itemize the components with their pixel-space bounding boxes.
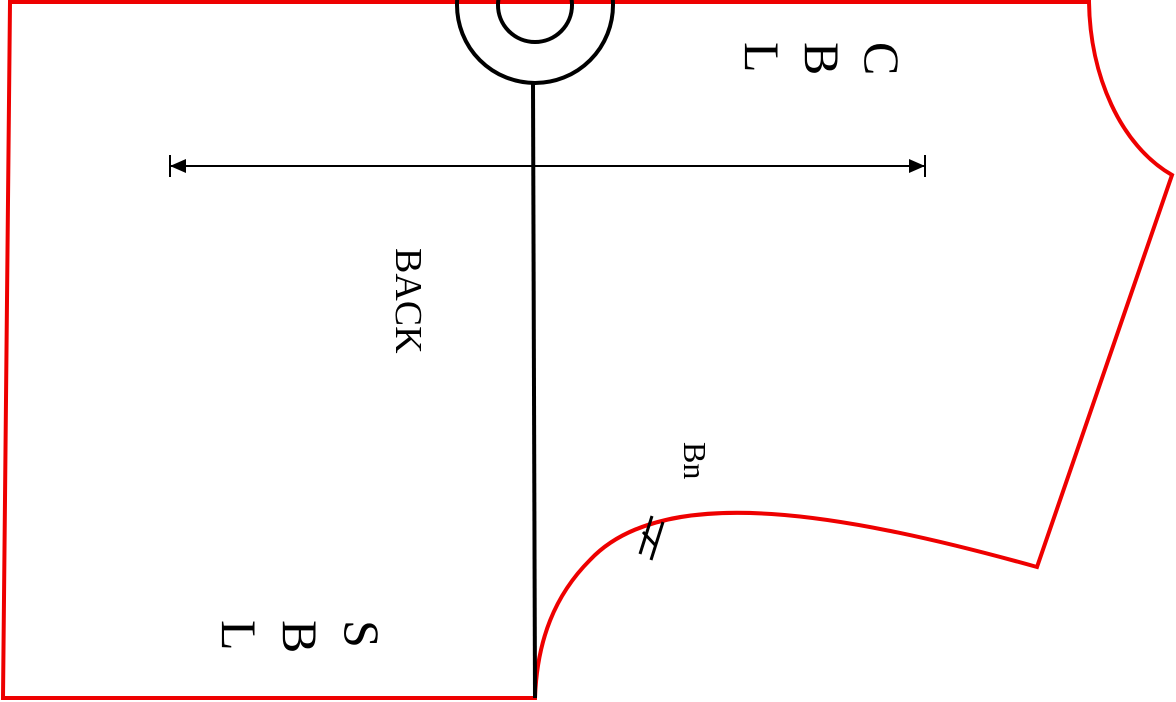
center-back-letter-c: C	[854, 42, 910, 75]
side-back-letter-b: B	[272, 620, 328, 653]
notch-marks	[638, 515, 665, 561]
center-back-letter-b: B	[794, 42, 850, 75]
width-measurement-arrow	[169, 155, 926, 177]
circle-marker-inner	[496, 0, 574, 44]
piece-name-label: BACK	[387, 248, 429, 354]
side-back-letter-l: L	[211, 620, 267, 651]
grainline	[531, 83, 537, 699]
center-back-letter-l: L	[734, 42, 790, 73]
circle-marker-outer	[455, 0, 615, 85]
notch-label: Bn	[677, 442, 713, 479]
side-back-letter-s: S	[334, 620, 390, 648]
